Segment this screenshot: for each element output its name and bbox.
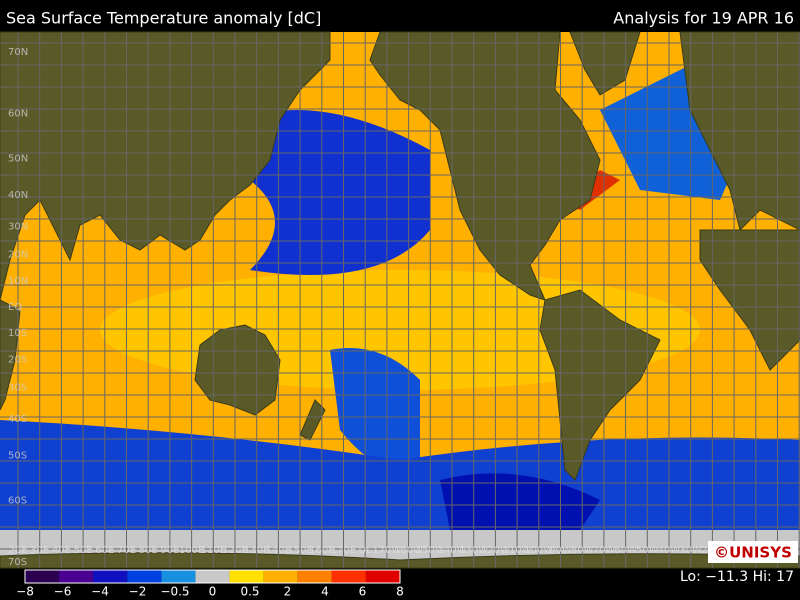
north-america: [369, 31, 601, 301]
lat-label: 60N: [8, 108, 28, 119]
lon-label: 140E: [266, 545, 291, 556]
lat-label: 50S: [8, 451, 27, 462]
lon-label: 170W: [372, 545, 401, 556]
lon-label: 150W: [416, 545, 445, 556]
south-america: [539, 289, 661, 481]
lon-label: 120W: [481, 545, 510, 556]
legend-label: 4: [321, 585, 329, 599]
analysis-date: Analysis for 19 APR 16: [613, 9, 794, 28]
legend-label: 2: [284, 585, 292, 599]
lon-label: 140W: [438, 545, 467, 556]
africa-east: [0, 299, 21, 411]
legend-label: −4: [91, 585, 109, 599]
lon-label: 110E: [201, 545, 226, 556]
lon-label: 40E: [52, 545, 71, 556]
lat-label: 30N: [8, 221, 28, 232]
lon-label: 160E: [309, 545, 334, 556]
lon-label: 60E: [95, 545, 114, 556]
lon-label: DL: [359, 545, 373, 556]
title: Sea Surface Temperature anomaly [dC]: [6, 9, 321, 28]
legend-label: 6: [359, 585, 367, 599]
legend-swatch: [93, 570, 128, 583]
lon-label: 90W: [549, 545, 572, 556]
logo-box: [708, 541, 798, 563]
lon-label: 100W: [524, 545, 553, 556]
legend-swatch: [161, 570, 196, 583]
africa: [699, 229, 800, 371]
lon-label: 80W: [571, 545, 594, 556]
legend-swatch: [195, 570, 230, 583]
lon-label: 130E: [244, 545, 269, 556]
lat-label: 50N: [8, 153, 28, 164]
lon-label: 100E: [179, 545, 204, 556]
legend-label: 0: [209, 585, 217, 599]
lon-label: 50W: [636, 545, 659, 556]
lon-label: 40W: [658, 545, 681, 556]
cold-anomaly: [0, 420, 800, 540]
lon-label: 20E: [8, 545, 27, 556]
stats: Lo: −11.3 Hi: 17: [680, 569, 794, 585]
lon-label: 30W: [679, 545, 702, 556]
legend-swatch: [229, 570, 264, 583]
legend-label: −0.5: [160, 585, 189, 599]
lon-label: 110W: [503, 545, 532, 556]
lon-label: 90E: [160, 545, 179, 556]
lon-label: 50E: [74, 545, 93, 556]
lon-label: 120E: [222, 545, 247, 556]
lon-label: 30E: [30, 545, 49, 556]
lat-label: 20N: [8, 250, 28, 261]
lon-label: 60W: [614, 545, 637, 556]
lat-label: 40N: [8, 190, 28, 201]
lat-label: 10N: [8, 276, 28, 287]
legend-swatch: [365, 570, 400, 583]
lon-label: 80E: [139, 545, 158, 556]
legend-label: −2: [129, 585, 147, 599]
lat-label: 70N: [8, 47, 28, 58]
australia: [194, 324, 281, 416]
legend-swatch: [263, 570, 298, 583]
legend-swatch: [59, 570, 94, 583]
lon-label: 130W: [459, 545, 488, 556]
legend-label: 0.5: [240, 585, 259, 599]
lat-label: 60S: [8, 496, 27, 507]
lat-label: 30S: [8, 383, 27, 394]
asia: [0, 31, 331, 301]
legend-frame: [24, 569, 401, 584]
lon-label: 170E: [331, 545, 356, 556]
map: [0, 31, 800, 569]
cold-anomaly: [330, 348, 420, 472]
grid: [0, 32, 800, 568]
legend-label: −6: [54, 585, 72, 599]
lon-label: 70W: [593, 545, 616, 556]
legend-swatch: [331, 570, 366, 583]
lat-label: 20S: [8, 354, 27, 365]
cold-anomaly: [240, 110, 430, 275]
lon-label: 70E: [117, 545, 136, 556]
lat-label: 40S: [8, 414, 27, 425]
legend-swatch: [297, 570, 332, 583]
lat-label: EQ: [8, 302, 22, 313]
legend-label: 8: [396, 585, 404, 599]
lon-label: 160W: [394, 545, 423, 556]
legend-swatch: [127, 570, 162, 583]
lon-label: 150E: [287, 545, 312, 556]
legend: −8 −6 −4 −2 −0.5 0 0.5 2 4 6 8: [16, 569, 404, 599]
logo: ©UNISYS: [714, 544, 792, 562]
legend-swatch: [25, 570, 60, 583]
lat-label: 70S: [8, 557, 27, 568]
legend-label: −8: [16, 585, 34, 599]
lat-label: 10S: [8, 328, 27, 339]
